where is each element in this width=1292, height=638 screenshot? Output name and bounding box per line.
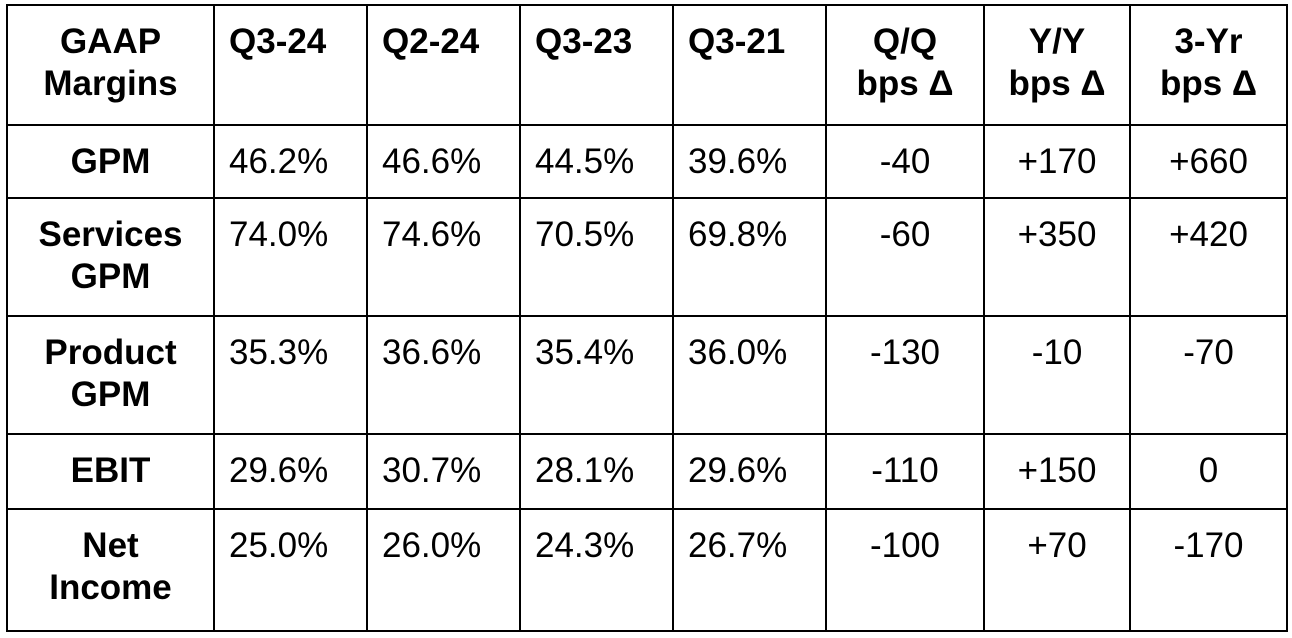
qq-delta-cell: -130 <box>825 315 985 435</box>
header-yy-bps-delta: Y/Y bps Δ <box>983 4 1131 126</box>
value-cell: 70.5% <box>519 197 674 317</box>
header-qq-line-2: bps Δ <box>856 64 954 103</box>
row-label-services-gpm: Services GPM <box>6 197 215 317</box>
row-label-net-income: Net Income <box>6 508 215 632</box>
value-cell: 46.2% <box>213 124 368 199</box>
value-cell: 35.3% <box>213 315 368 435</box>
header-3yr-line-2: bps Δ <box>1159 64 1258 103</box>
value-cell: 26.0% <box>366 508 521 632</box>
value-cell: 69.8% <box>672 197 827 317</box>
row-label-line: GPM <box>70 142 151 181</box>
header-row: GAAP Margins Q3-24 Q2-24 Q3-23 Q3-21 Q/Q… <box>6 4 1288 126</box>
qq-delta-cell: -110 <box>825 433 985 510</box>
value-cell: 74.0% <box>213 197 368 317</box>
value-cell: 74.6% <box>366 197 521 317</box>
header-qq-bps-delta: Q/Q bps Δ <box>825 4 985 126</box>
header-yy-line-2: bps Δ <box>1008 64 1106 103</box>
value-cell: 29.6% <box>213 433 368 510</box>
qq-delta-cell: -60 <box>825 197 985 317</box>
header-yy-line-1: Y/Y <box>1028 22 1086 61</box>
yy-delta-cell: -10 <box>983 315 1131 435</box>
table-row: Services GPM 74.0% 74.6% 70.5% 69.8% -60… <box>6 197 1288 317</box>
header-period-q3-23: Q3-23 <box>519 4 674 126</box>
header-period-q3-24: Q3-24 <box>213 4 368 126</box>
3yr-delta-cell: -170 <box>1129 508 1288 632</box>
row-label-ebit: EBIT <box>6 433 215 510</box>
header-3yr-bps-delta: 3-Yr bps Δ <box>1129 4 1288 126</box>
value-cell: 30.7% <box>366 433 521 510</box>
value-cell: 44.5% <box>519 124 674 199</box>
header-label-line-2: Margins <box>43 64 178 103</box>
qq-delta-cell: -100 <box>825 508 985 632</box>
value-cell: 36.0% <box>672 315 827 435</box>
value-cell: 39.6% <box>672 124 827 199</box>
value-cell: 25.0% <box>213 508 368 632</box>
header-period-q2-24: Q2-24 <box>366 4 521 126</box>
value-cell: 46.6% <box>366 124 521 199</box>
table-row: EBIT 29.6% 30.7% 28.1% 29.6% -110 +150 0 <box>6 433 1288 510</box>
table-row: Product GPM 35.3% 36.6% 35.4% 36.0% -130… <box>6 315 1288 435</box>
value-cell: 35.4% <box>519 315 674 435</box>
value-cell: 26.7% <box>672 508 827 632</box>
row-label-line: Income <box>49 568 172 607</box>
row-label-line: GPM <box>70 257 151 296</box>
3yr-delta-cell: +420 <box>1129 197 1288 317</box>
row-label-line: Net <box>82 526 139 565</box>
table-row: GPM 46.2% 46.6% 44.5% 39.6% -40 +170 +66… <box>6 124 1288 199</box>
header-qq-line-1: Q/Q <box>872 22 938 61</box>
yy-delta-cell: +350 <box>983 197 1131 317</box>
value-cell: 36.6% <box>366 315 521 435</box>
header-period-q3-21: Q3-21 <box>672 4 827 126</box>
row-label-gpm: GPM <box>6 124 215 199</box>
yy-delta-cell: +170 <box>983 124 1131 199</box>
table-row: Net Income 25.0% 26.0% 24.3% 26.7% -100 … <box>6 508 1288 632</box>
row-label-line: Services <box>38 215 183 254</box>
header-3yr-line-1: 3-Yr <box>1174 22 1243 61</box>
yy-delta-cell: +70 <box>983 508 1131 632</box>
row-label-line: EBIT <box>70 451 151 490</box>
value-cell: 28.1% <box>519 433 674 510</box>
row-label-line: GPM <box>70 375 151 414</box>
row-label-product-gpm: Product GPM <box>6 315 215 435</box>
value-cell: 29.6% <box>672 433 827 510</box>
row-label-line: Product <box>44 333 177 372</box>
qq-delta-cell: -40 <box>825 124 985 199</box>
3yr-delta-cell: 0 <box>1129 433 1288 510</box>
gaap-margins-table: GAAP Margins Q3-24 Q2-24 Q3-23 Q3-21 Q/Q… <box>6 4 1288 632</box>
header-label-line-1: GAAP <box>59 22 162 61</box>
yy-delta-cell: +150 <box>983 433 1131 510</box>
header-gaap-margins: GAAP Margins <box>6 4 215 126</box>
3yr-delta-cell: +660 <box>1129 124 1288 199</box>
3yr-delta-cell: -70 <box>1129 315 1288 435</box>
value-cell: 24.3% <box>519 508 674 632</box>
